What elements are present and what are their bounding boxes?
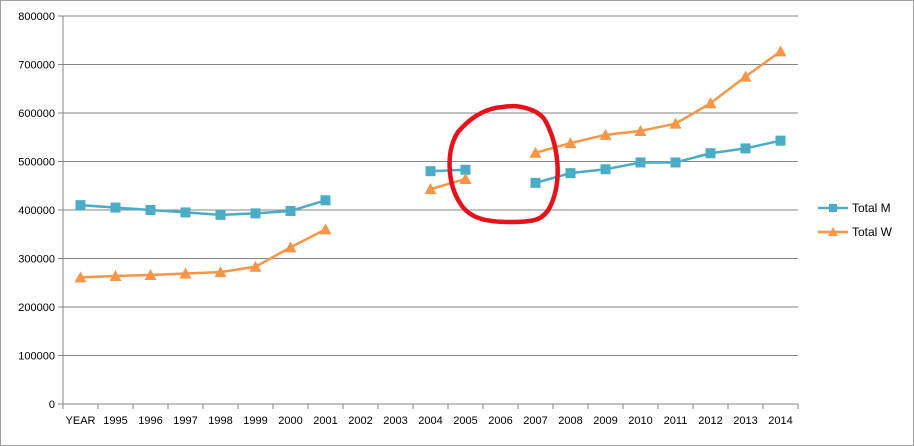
legend-marker-triangle [828,227,838,236]
data-point-square [75,200,86,211]
data-point-triangle [529,146,542,158]
data-point-square [250,208,261,219]
data-point-square [670,157,681,168]
y-tick-label: 800000 [18,11,55,23]
data-point-triangle [144,268,157,280]
data-point-triangle [599,128,612,140]
y-tick-label: 400000 [18,205,55,217]
series-line-1 [430,177,466,191]
data-point-square [285,205,296,216]
data-point-square [530,177,541,188]
series-markers [74,45,787,283]
y-tick-label: 100000 [18,351,55,363]
data-point-square [460,164,471,175]
data-point-triangle [424,183,437,195]
data-point-square [565,168,576,179]
gridlines [63,15,798,356]
red-circle-annotation [447,104,560,225]
y-tick-label: 200000 [18,302,55,314]
x-tick-label: 2014 [768,415,792,427]
x-tick-label: 1996 [138,415,162,427]
x-tick-label: 2004 [418,415,442,427]
x-tick-label: 2007 [523,415,547,427]
data-point-triangle [564,137,577,149]
legend-label: Total M [852,201,891,215]
data-point-triangle [704,97,717,109]
x-tick-label: 2002 [348,415,372,427]
legend-label: Total W [852,225,893,239]
data-point-square [425,166,436,177]
data-point-triangle [669,117,682,129]
data-point-triangle [739,70,752,82]
data-point-square [705,148,716,159]
y-axis-ticks: 0 100000 200000 300000 400000 500000 600000 700… [18,11,55,411]
data-point-square [320,195,331,206]
data-point-square [635,157,646,168]
x-tick-label: 2009 [593,415,617,427]
data-point-square [215,209,226,220]
data-point-square [740,143,751,154]
x-tick-label: 1995 [103,415,127,427]
legend: Total M Total W [818,201,893,239]
data-point-triangle [214,266,227,278]
x-tick-label: 1999 [243,415,267,427]
x-tick-label: 2000 [278,415,302,427]
data-point-triangle [179,267,192,279]
x-tick-label: 2005 [453,415,477,427]
data-point-triangle [284,241,297,253]
data-point-square [180,207,191,218]
y-tick-label: 0 [49,399,55,411]
y-tick-label: 500000 [18,157,55,169]
data-point-square [110,202,121,213]
data-point-square [145,205,156,215]
x-tick-label: 2003 [383,415,407,427]
series-line-1 [535,50,782,154]
x-tick-label: 1997 [173,415,197,427]
series-line-0 [535,139,781,185]
data-point-triangle [319,223,332,235]
x-axis-ticks: YEAR 1995 1996 1997 1998 1999 2000 2001 2002 2003… [66,415,793,427]
y-tick-label: 700000 [18,60,55,72]
x-tick-label: 2010 [628,415,652,427]
y-tick-label: 300000 [18,254,55,266]
data-point-triangle [774,45,787,57]
x-tick-label: 2012 [698,415,722,427]
series-line-1 [80,228,327,279]
data-point-square [600,164,611,175]
data-point-triangle [634,124,647,136]
data-point-triangle [74,271,87,283]
series-line-0 [80,199,326,217]
data-point-triangle [249,260,262,272]
data-point-triangle [459,172,472,184]
x-tick-label: 2013 [733,415,757,427]
x-tick-label: 2011 [664,415,688,427]
x-tick-label: 2001 [313,415,337,427]
x-tick-label: 1998 [208,415,232,427]
data-point-triangle [109,269,122,281]
y-tick-label: 600000 [18,108,55,120]
x-tick-label: 2006 [488,415,512,427]
data-point-square [775,135,786,146]
legend-marker-square [829,204,837,212]
x-tick-label: 2008 [558,415,582,427]
axes [58,15,799,409]
x-tick-label: YEAR [66,415,96,427]
